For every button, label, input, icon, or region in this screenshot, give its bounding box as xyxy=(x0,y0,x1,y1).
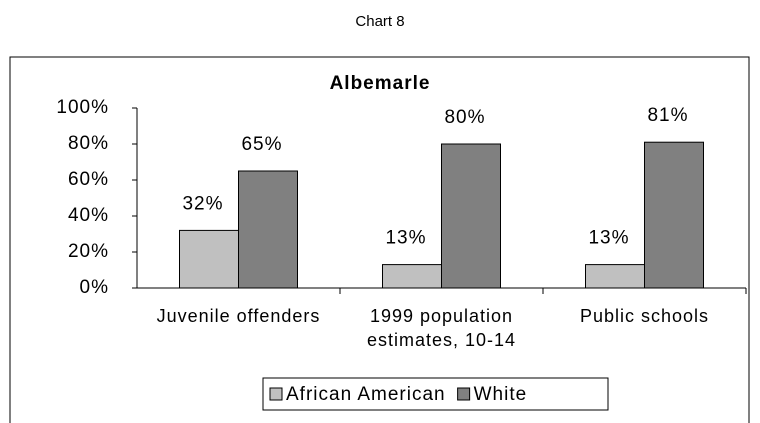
bar xyxy=(441,143,501,289)
data-label: 13% xyxy=(385,228,426,249)
data-label: 80% xyxy=(444,107,485,128)
x-tick-label: 1999 population estimates, 10-14 xyxy=(366,306,517,350)
x-tick-label-box: Public schools xyxy=(579,306,710,326)
x-tick-label: Public schools xyxy=(579,306,710,326)
chart-border xyxy=(9,56,750,423)
x-tick-label: Juvenile offenders xyxy=(156,306,321,326)
legend-label: White xyxy=(474,384,528,405)
y-tick-label: 80% xyxy=(68,133,109,154)
bar xyxy=(238,170,298,289)
y-tick-label: 100% xyxy=(56,97,109,118)
x-tick-label-box: Juvenile offenders xyxy=(156,306,321,326)
page-header: Chart 8 xyxy=(355,13,404,30)
y-tick-label: 20% xyxy=(68,241,109,262)
legend-box xyxy=(262,377,609,411)
y-tick-label: 0% xyxy=(80,277,109,298)
data-label: 13% xyxy=(588,228,629,249)
chart-title: Albemarle xyxy=(330,73,431,94)
x-tick-label-box: 1999 population estimates, 10-14 xyxy=(366,306,517,350)
bar xyxy=(644,141,704,289)
data-label: 65% xyxy=(241,134,282,155)
bar xyxy=(179,229,239,289)
bar xyxy=(382,264,442,289)
data-label: 32% xyxy=(182,193,223,214)
data-label: 81% xyxy=(647,105,688,126)
legend-label: African American xyxy=(286,384,446,405)
bar xyxy=(585,264,645,289)
legend-swatch xyxy=(457,387,471,401)
y-tick-label: 40% xyxy=(68,205,109,226)
legend-swatch xyxy=(269,387,283,401)
y-tick-label: 60% xyxy=(68,169,109,190)
